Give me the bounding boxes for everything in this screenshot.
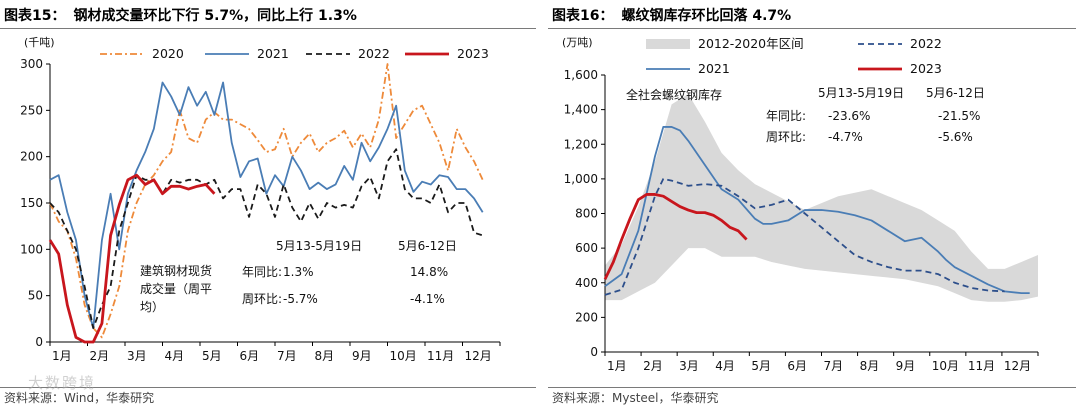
- chart-area-rebar-inventory: 0 200 400 600 800 1,000 1,200 1,400 1,600 (万吨) 1月 2…: [562, 36, 1039, 373]
- x-tick-label: 4月: [715, 359, 735, 373]
- title-text: 螺纹钢库存环比回落 4.7%: [621, 8, 792, 24]
- y-axis-unit: (万吨): [562, 36, 593, 49]
- x-tick-label: 5月: [202, 349, 222, 363]
- x-tick-label: 8月: [315, 349, 335, 363]
- title-rule: [548, 28, 1076, 29]
- x-tick-label: 8月: [860, 359, 880, 373]
- annotation-value: -5.7%: [283, 292, 318, 306]
- annotation-row-label: 年同比:: [766, 109, 806, 123]
- x-tick-label: 11月: [968, 359, 995, 373]
- legend-swatch-band: [646, 39, 690, 49]
- title-text: 钢材成交量环比下行 5.7%，同比上行 1.3%: [73, 8, 357, 24]
- annotation-value: -4.1%: [410, 292, 445, 306]
- series-line-2023: [603, 193, 748, 280]
- y-tick-label: 250: [20, 103, 43, 117]
- series-line-2022: [49, 148, 483, 330]
- legend-label-2022: 2022: [910, 36, 942, 51]
- annotation-value: 14.8%: [410, 265, 448, 279]
- x-tick-label: 2月: [90, 349, 110, 363]
- annotation-header: 5月13-5月19日: [276, 239, 362, 253]
- series-band-2012-2020: [605, 94, 1038, 302]
- y-tick-label: 1,000: [564, 172, 598, 186]
- source-label: 资料来源：Mysteel，华泰研究: [552, 391, 719, 405]
- y-tick-label: 200: [575, 310, 598, 324]
- x-tick-label: 5月: [751, 359, 771, 373]
- watermark: 大数跨境: [28, 374, 97, 392]
- x-tick-label: 9月: [352, 349, 372, 363]
- x-tick-label: 7月: [277, 349, 297, 363]
- y-tick-label: 100: [20, 242, 43, 256]
- legend-label-2021: 2021: [257, 46, 289, 61]
- x-tick-label: 9月: [896, 359, 916, 373]
- annotation-row-label: 周环比:: [766, 130, 806, 144]
- x-tick-label: 10月: [932, 359, 959, 373]
- y-tick-label: 400: [575, 276, 598, 290]
- x-tick-label: 2月: [643, 359, 663, 373]
- series-line-2022: [604, 177, 1005, 296]
- y-tick-label: 0: [590, 345, 598, 359]
- x-tick-label: 12月: [1004, 359, 1031, 373]
- source-rule: [0, 387, 536, 388]
- annotation-label-line: 均）: [140, 300, 164, 314]
- x-tick-label: 3月: [679, 359, 699, 373]
- y-tick-label: 0: [35, 335, 43, 349]
- x-tick-label: 4月: [165, 349, 185, 363]
- x-tick-label: 12月: [465, 349, 492, 363]
- annotation-row-label: 年同比:: [242, 265, 282, 279]
- y-tick-label: 150: [20, 196, 43, 210]
- annotation-label-line: 建筑钢材现货: [140, 263, 212, 278]
- y-tick-label: 300: [20, 57, 43, 71]
- y-tick-label: 200: [20, 150, 43, 164]
- series-line-2020: [49, 63, 484, 339]
- annotation-value: -5.6%: [938, 130, 973, 144]
- series-line-2021: [604, 126, 1030, 295]
- y-tick-label: 800: [575, 207, 598, 221]
- legend-label-2023: 2023: [457, 46, 489, 61]
- x-tick-label: 11月: [427, 349, 454, 363]
- source-text: 资料来源：Mysteel，华泰研究: [552, 389, 719, 406]
- annotation-value: -4.7%: [828, 130, 863, 144]
- legend-label-2020: 2020: [152, 46, 184, 61]
- series-line-2021: [49, 81, 484, 330]
- annotation-value: -23.6%: [828, 109, 870, 123]
- legend-label-2021: 2021: [698, 61, 730, 76]
- source-label: 资料来源：Wind，华泰研究: [4, 391, 155, 405]
- chart-title: 图表15： 钢材成交量环比下行 5.7%，同比上行 1.3%: [4, 5, 357, 25]
- annotation-header: 5月13-5月19日: [818, 86, 904, 100]
- x-tick-label: 7月: [824, 359, 844, 373]
- source-rule: [548, 387, 1076, 388]
- y-tick-label: 1,400: [564, 103, 598, 117]
- figure-label: 图表15：: [4, 8, 66, 24]
- y-tick-label: 600: [575, 241, 598, 255]
- chart-area-steel-transactions: 0 50 100 150 200 250 300 (千吨) 1月 2月 3月 4月 5月 6月 7月 8月 9月…: [20, 36, 501, 363]
- annotation-value: 1.3%: [283, 265, 314, 279]
- y-tick-label: 50: [28, 289, 43, 303]
- x-tick-label: 10月: [390, 349, 417, 363]
- x-tick-label: 1月: [607, 359, 627, 373]
- legend-label-2023: 2023: [910, 61, 942, 76]
- x-tick-label: 6月: [787, 359, 807, 373]
- x-tick-label: 6月: [240, 349, 260, 363]
- y-tick-label: 1,200: [564, 137, 598, 151]
- source-text: 资料来源：Wind，华泰研究: [4, 389, 154, 406]
- series-line-2023: [48, 173, 216, 344]
- annotation-row-label: 周环比:: [242, 292, 282, 306]
- x-tick-label: 3月: [127, 349, 147, 363]
- annotation-value: -21.5%: [938, 109, 980, 123]
- chart-title: 图表16： 螺纹钢库存环比回落 4.7%: [552, 5, 791, 25]
- legend-label-2022: 2022: [358, 46, 390, 61]
- annotation-header: 5月6-12日: [398, 239, 457, 253]
- chart-panel-steel-transactions: 图表15： 钢材成交量环比下行 5.7%，同比上行 1.3% 0 50 100 150 2…: [0, 5, 536, 406]
- title-rule: [0, 28, 536, 29]
- x-tick-label: 1月: [52, 349, 72, 363]
- annotation-label: 全社会螺纹钢库存: [626, 87, 722, 102]
- figure-label: 图表16：: [552, 8, 614, 24]
- y-axis-unit: (千吨): [24, 36, 55, 49]
- annotation-header: 5月6-12日: [926, 86, 985, 100]
- annotation-label-line: 成交量（周平: [140, 281, 212, 296]
- y-tick-label: 1,600: [564, 68, 598, 82]
- chart-panel-rebar-inventory: 图表16： 螺纹钢库存环比回落 4.7% 0 200 400 600 800 1,000 1,…: [548, 0, 1080, 408]
- legend-label-band: 2012-2020年区间: [698, 36, 804, 51]
